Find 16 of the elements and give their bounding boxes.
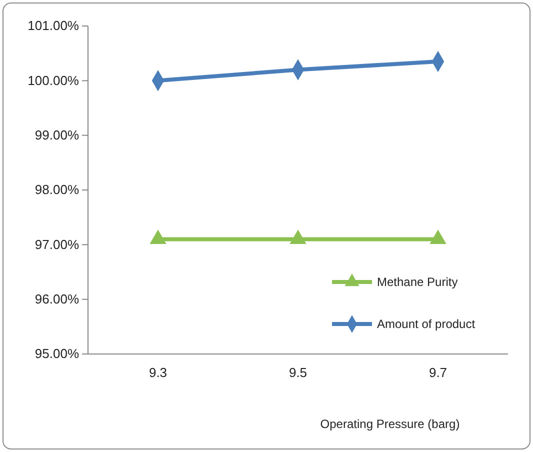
point xyxy=(150,230,166,244)
x-tick-label: 9.5 xyxy=(288,365,308,380)
x-tick-label: 9.7 xyxy=(428,365,448,380)
y-tick-label: 98.00% xyxy=(34,182,80,198)
y-tick-label: 95.00% xyxy=(34,346,80,362)
y-tick-label: 101.00% xyxy=(28,18,80,34)
legend-label: Methane Purity xyxy=(377,275,458,289)
x-axis-title: Operating Pressure (barg) xyxy=(320,417,460,431)
point xyxy=(290,230,306,244)
y-tick-label: 100.00% xyxy=(28,72,80,88)
point xyxy=(430,230,446,244)
x-tick-label: 9.3 xyxy=(148,365,168,380)
y-tick-label: 97.00% xyxy=(34,236,80,252)
y-tick-label: 99.00% xyxy=(34,127,80,142)
y-tick-label: 96.00% xyxy=(34,291,80,306)
legend-label: Amount of product xyxy=(377,317,476,331)
